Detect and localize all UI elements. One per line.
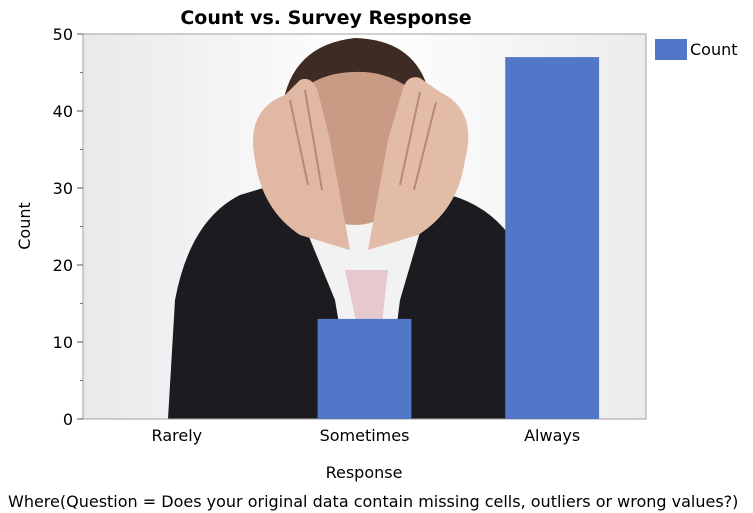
x-tick-label: Always: [524, 426, 580, 445]
y-tick-label: 20: [53, 256, 73, 275]
background-photo-icon: [168, 38, 545, 419]
y-axis-title: Count: [15, 202, 34, 250]
y-tick-label: 0: [63, 410, 73, 429]
x-axis: Rarely Sometimes Always: [152, 426, 581, 445]
legend-label: Count: [690, 40, 738, 59]
y-tick-label: 30: [53, 179, 73, 198]
footer-where-clause: Where(Question = Does your original data…: [8, 492, 738, 511]
y-tick-label: 40: [53, 102, 73, 121]
y-tick-label: 50: [53, 25, 73, 44]
chart-title: Count vs. Survey Response: [180, 7, 471, 29]
legend-swatch: [655, 39, 687, 60]
y-tick-label: 10: [53, 333, 73, 352]
bars: [317, 57, 600, 419]
x-tick-label: Sometimes: [320, 426, 410, 445]
x-axis-title: Response: [326, 463, 403, 482]
bar-always: [505, 57, 600, 419]
x-tick-label: Rarely: [152, 426, 203, 445]
legend: Count: [655, 39, 738, 60]
y-axis: 0 10 20 30 40 50: [53, 25, 83, 429]
bar-sometimes: [317, 318, 412, 419]
